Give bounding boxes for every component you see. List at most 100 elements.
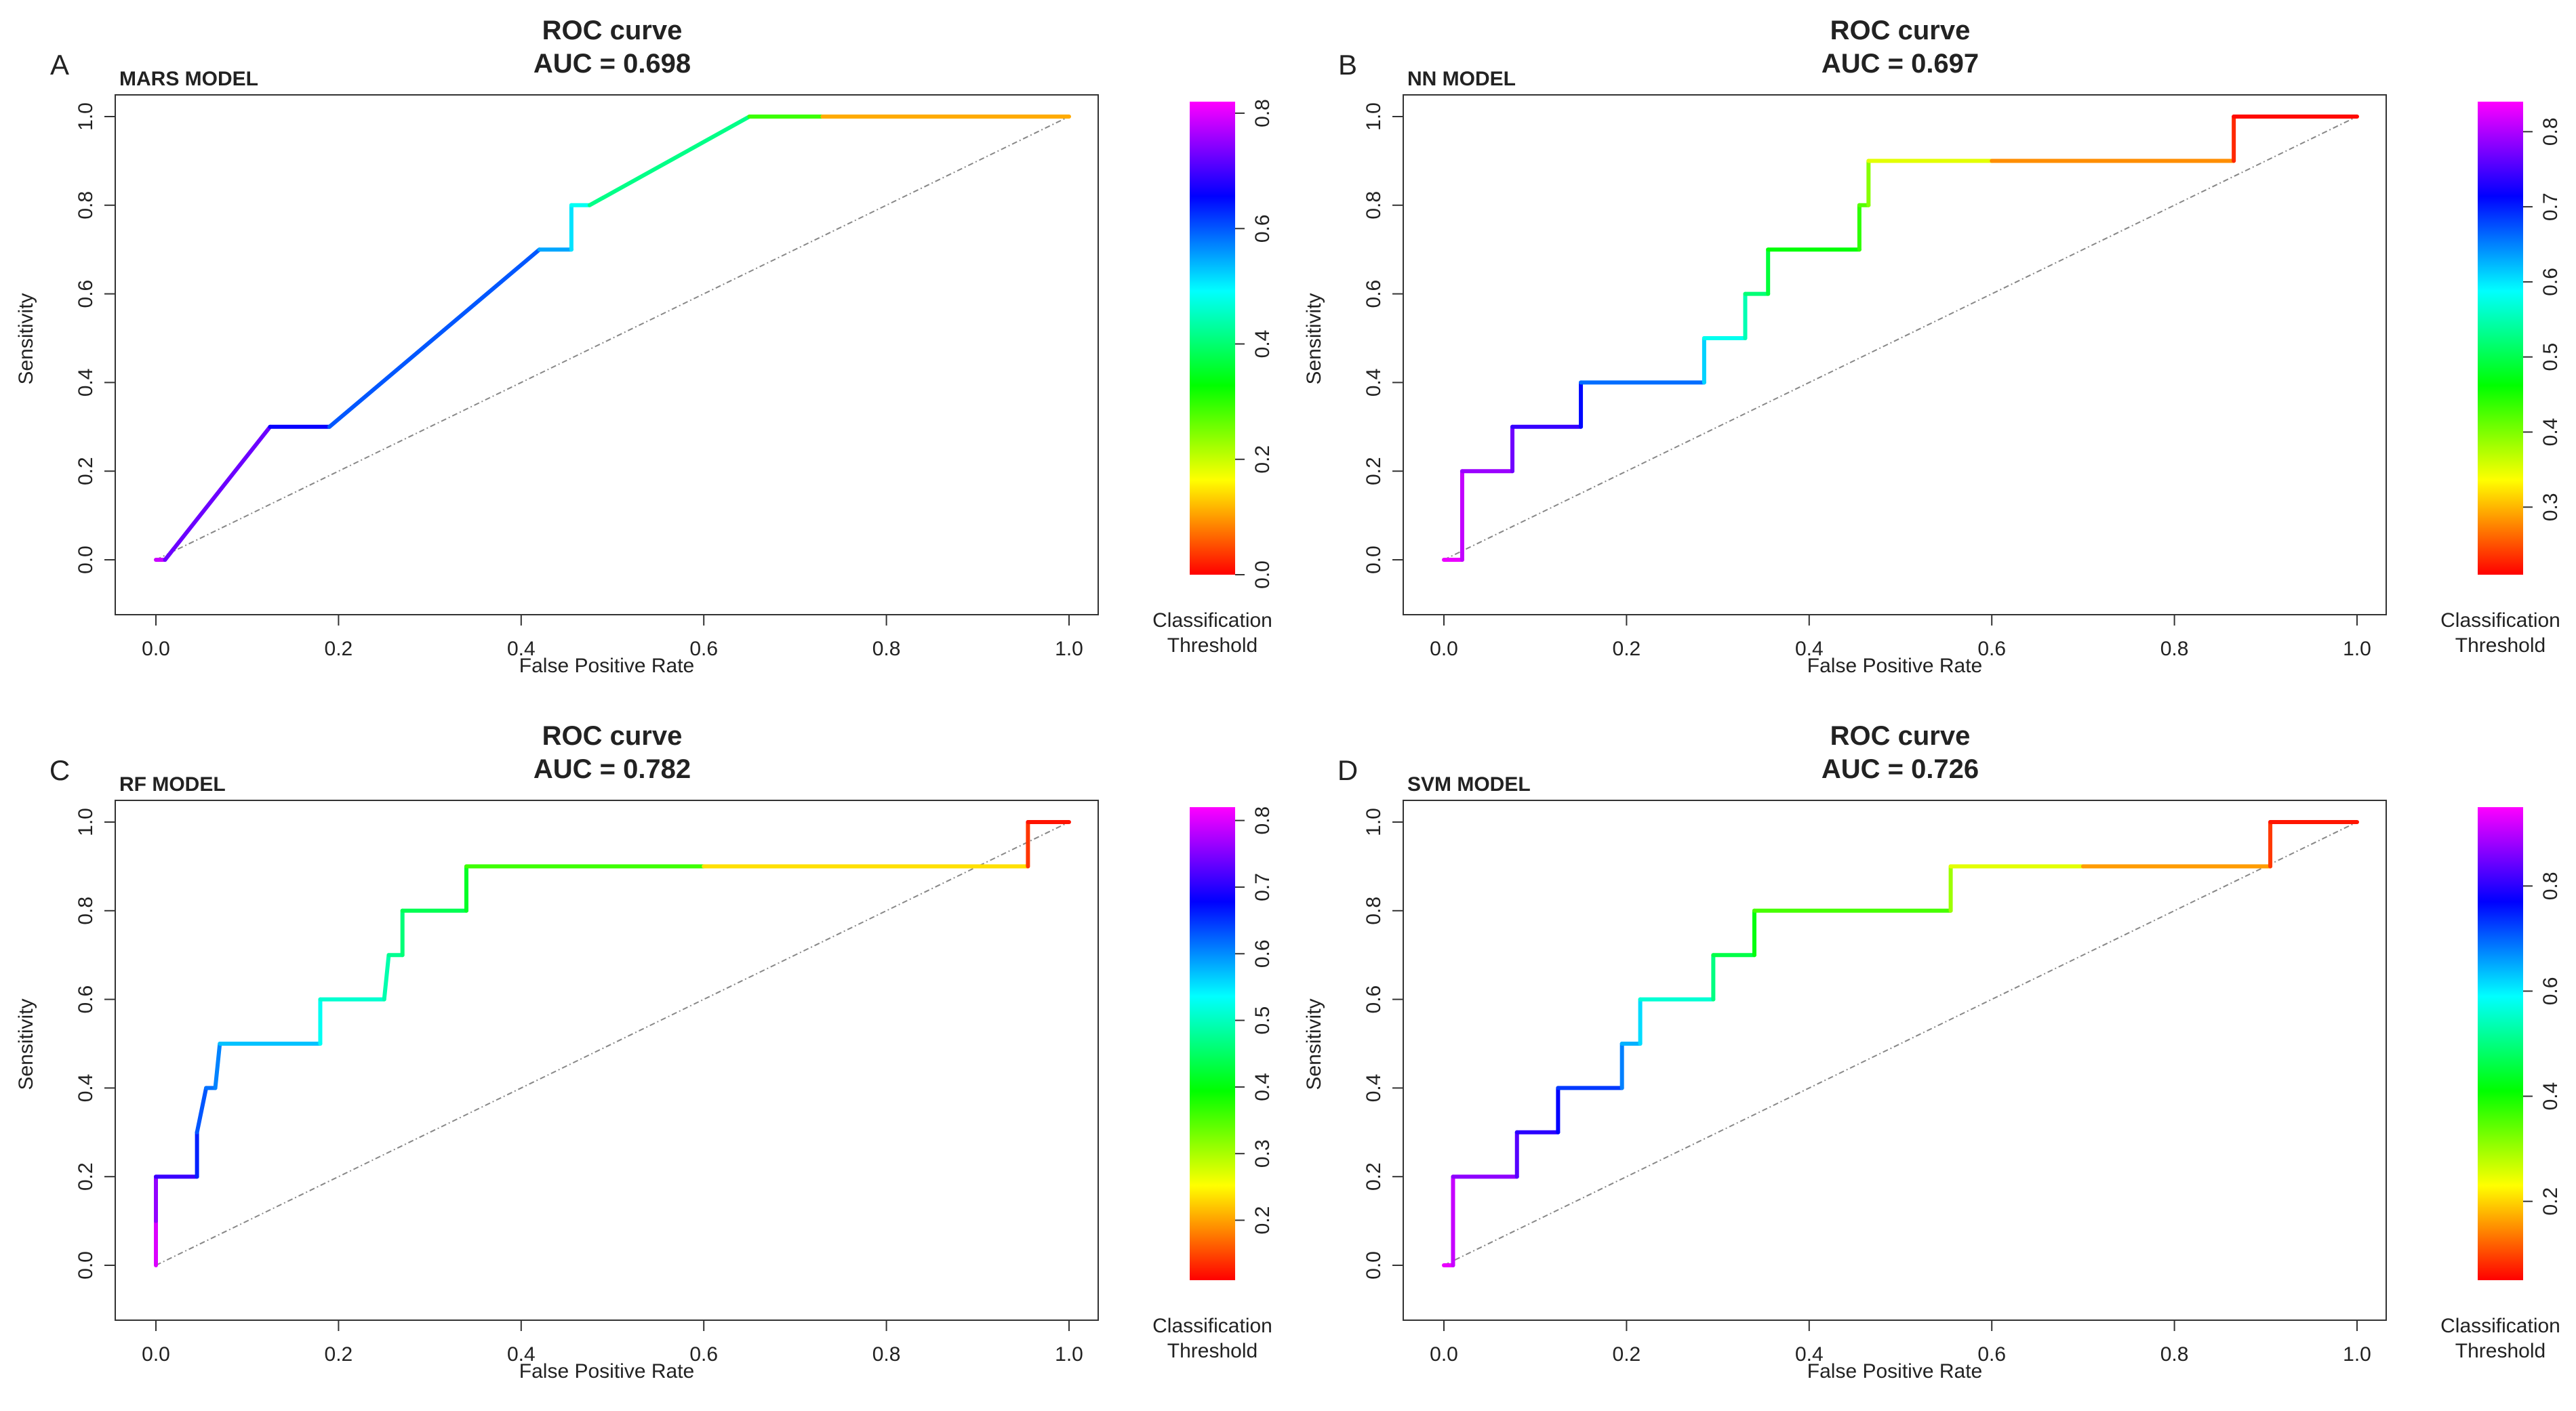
model-label: MARS MODEL — [119, 68, 258, 90]
x-axis-label: False Positive Rate — [519, 655, 694, 677]
y-axis-label: Sensitivity — [1303, 293, 1325, 384]
x-tick-label: 1.0 — [1055, 638, 1083, 660]
y-axis-label: Sensitivity — [15, 998, 37, 1090]
x-tick-label: 0.4 — [1795, 638, 1824, 660]
colorbar-tick-label: 0.4 — [1251, 1073, 1274, 1101]
roc-panel-b: B ROC curve AUC = 0.697 NN MODEL 0.0 0.2 0.4 0.… — [1288, 0, 2576, 706]
roc-curve-series — [1442, 115, 2359, 562]
y-tick-label: 1.0 — [75, 808, 97, 836]
x-axis-label: False Positive Rate — [519, 1360, 694, 1383]
y-tick-label: 1.0 — [75, 102, 97, 131]
diagonal-reference-line — [1443, 116, 2358, 560]
colorbar-label-line2: Threshold — [1167, 634, 1257, 657]
model-label: NN MODEL — [1407, 68, 1516, 90]
y-tick-label: 0.4 — [1363, 369, 1385, 397]
colorbar-gradient — [2478, 102, 2523, 575]
diagonal-reference-line — [155, 116, 1070, 560]
x-tick-label: 0.8 — [872, 638, 901, 660]
chart-subtitle: AUC = 0.726 — [1822, 754, 1979, 784]
plot-frame — [1403, 94, 2387, 615]
roc-curve-series — [154, 820, 1071, 1267]
colorbar-tick-label: 0.3 — [2539, 493, 2562, 521]
y-tick-label: 0.6 — [1363, 985, 1385, 1014]
y-tick-label: 0.8 — [1363, 191, 1385, 220]
colorbar-label-line1: Classification — [2440, 1315, 2560, 1337]
x-tick-label: 0.2 — [325, 1343, 353, 1366]
y-tick-label: 0.6 — [75, 280, 97, 308]
y-tick-label: 1.0 — [1363, 102, 1385, 131]
x-tick-label: 1.0 — [1055, 1343, 1083, 1366]
x-tick-label: 0.0 — [1430, 1343, 1458, 1366]
y-tick-label: 0.6 — [1363, 280, 1385, 308]
colorbar-tick-label: 0.8 — [2539, 872, 2562, 900]
y-tick-label: 0.0 — [1363, 1251, 1385, 1280]
x-tick-label: 0.6 — [689, 638, 718, 660]
x-tick-label: 0.0 — [142, 1343, 170, 1366]
chart-subtitle: AUC = 0.697 — [1822, 49, 1979, 79]
y-tick-label: 1.0 — [1363, 808, 1385, 836]
colorbar-tick-label: 0.6 — [1251, 939, 1274, 968]
x-tick-label: 1.0 — [2343, 638, 2371, 660]
colorbar-tick-label: 0.3 — [1251, 1139, 1274, 1168]
x-tick-label: 0.4 — [1795, 1343, 1824, 1366]
x-tick-label: 0.8 — [872, 1343, 901, 1366]
y-tick-label: 0.4 — [75, 1074, 97, 1103]
colorbar-tick-label: 0.4 — [2539, 1082, 2562, 1111]
colorbar-label-line2: Threshold — [1167, 1340, 1257, 1362]
y-tick-label: 0.4 — [75, 369, 97, 397]
colorbar-tick-label: 0.6 — [2539, 977, 2562, 1006]
colorbar-tick-label: 0.8 — [1251, 99, 1274, 127]
plot-frame — [1403, 800, 2387, 1321]
chart-title: ROC curve — [542, 16, 683, 45]
colorbar-tick-label: 0.5 — [1251, 1006, 1274, 1035]
roc-curve-segment — [195, 1086, 209, 1134]
x-tick-label: 0.2 — [325, 638, 353, 660]
colorbar-tick-label: 0.0 — [1251, 560, 1274, 589]
roc-curve-segment — [213, 1042, 222, 1090]
plot-frame — [115, 94, 1099, 615]
colorbar-tick-label: 0.6 — [2539, 268, 2562, 296]
model-label: SVM MODEL — [1407, 773, 1531, 796]
x-tick-label: 0.6 — [689, 1343, 718, 1366]
colorbar-tick-label: 0.5 — [2539, 343, 2562, 371]
x-tick-label: 0.8 — [2160, 1343, 2189, 1366]
roc-chart-svg: B ROC curve AUC = 0.697 NN MODEL 0.0 0.2 0.4 0.… — [1303, 16, 2562, 677]
diagonal-reference-line — [1443, 821, 2358, 1266]
x-tick-label: 0.2 — [1613, 1343, 1641, 1366]
colorbar-tick-label: 0.2 — [2539, 1187, 2562, 1216]
colorbar-label-line1: Classification — [1152, 609, 1272, 632]
model-label: RF MODEL — [119, 773, 226, 796]
y-axis-label: Sensitivity — [1303, 998, 1325, 1090]
y-tick-label: 0.8 — [75, 191, 97, 220]
colorbar-tick-label: 0.7 — [2539, 192, 2562, 221]
y-tick-label: 0.2 — [75, 457, 97, 485]
y-tick-label: 0.8 — [75, 897, 97, 925]
panel-letter: B — [1338, 49, 1357, 81]
colorbar-gradient — [1190, 807, 1235, 1280]
colorbar-gradient — [2478, 807, 2523, 1280]
y-tick-label: 0.4 — [1363, 1074, 1385, 1103]
x-tick-label: 0.4 — [507, 638, 536, 660]
x-tick-label: 0.4 — [507, 1343, 536, 1366]
roc-curve-series — [154, 115, 1071, 562]
diagonal-reference-line — [155, 821, 1070, 1266]
x-tick-label: 0.2 — [1613, 638, 1641, 660]
panel-letter: D — [1337, 754, 1358, 786]
x-tick-label: 0.8 — [2160, 638, 2189, 660]
colorbar-tick-label: 0.8 — [1251, 806, 1274, 835]
x-axis-label: False Positive Rate — [1807, 655, 1982, 677]
chart-title: ROC curve — [1830, 721, 1971, 751]
x-tick-label: 0.6 — [1977, 1343, 2006, 1366]
panel-letter: A — [50, 49, 69, 81]
roc-chart-svg: A ROC curve AUC = 0.698 MARS MODEL 0.0 0.2 0.4… — [15, 16, 1274, 677]
colorbar-label-line1: Classification — [1152, 1315, 1272, 1337]
y-tick-label: 0.0 — [75, 1251, 97, 1280]
x-tick-label: 0.0 — [142, 638, 170, 660]
y-tick-label: 0.0 — [75, 546, 97, 574]
chart-title: ROC curve — [542, 721, 683, 751]
x-tick-label: 1.0 — [2343, 1343, 2371, 1366]
colorbar-label-line2: Threshold — [2455, 1340, 2545, 1362]
y-tick-label: 0.8 — [1363, 897, 1385, 925]
y-tick-label: 0.2 — [75, 1162, 97, 1191]
